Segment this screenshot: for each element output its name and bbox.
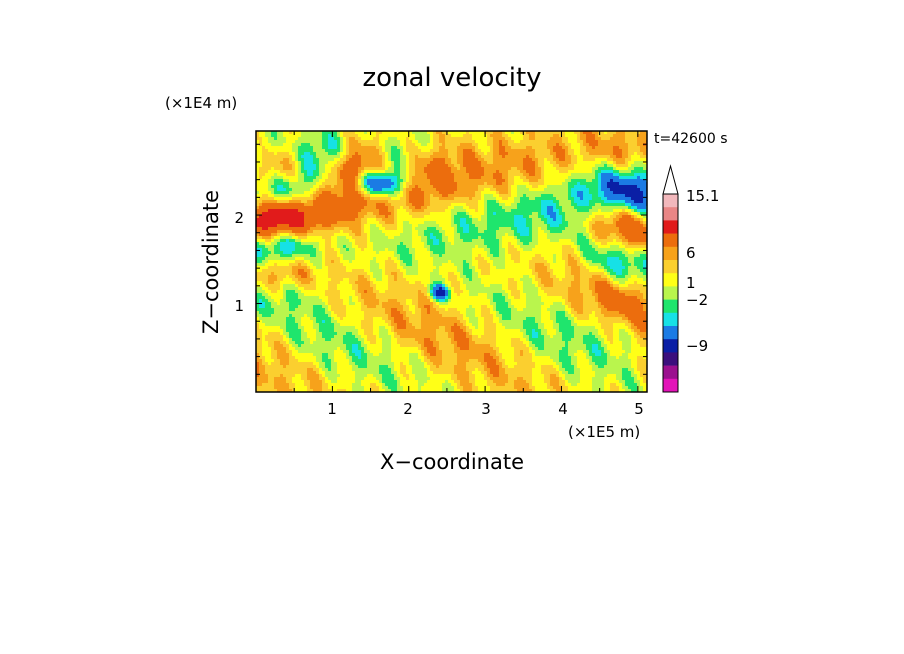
colorbar-swatch	[663, 260, 678, 274]
colorbar-swatch	[663, 194, 678, 208]
colorbar-label-4: −2	[686, 291, 708, 309]
colorbar-swatch	[663, 246, 678, 261]
colorbar-swatch	[663, 339, 678, 353]
x-axis-ticks	[293, 131, 639, 392]
colorbar-label-2: 6	[686, 244, 696, 262]
heatmap-field	[256, 131, 647, 392]
time-label: t=42600 s	[654, 131, 728, 147]
colorbar-swatch	[663, 220, 678, 234]
colorbar-swatch	[663, 286, 678, 300]
x-tick-label-3: 3	[481, 400, 491, 418]
colorbar-swatch	[663, 312, 678, 327]
colorbar-swatch	[663, 365, 678, 380]
plot-frame	[255, 130, 648, 393]
y-axis-ticks	[256, 143, 647, 375]
colorbar-label-1: 15.1	[686, 187, 719, 205]
colorbar	[662, 164, 679, 393]
y-tick-label-1: 1	[234, 297, 244, 315]
colorbar-swatch	[663, 233, 678, 248]
colorbar-frame	[662, 193, 679, 393]
colorbar-swatch	[663, 378, 678, 393]
y-axis-label: Z−coordinate	[199, 190, 223, 334]
x-tick-label-2: 2	[403, 400, 413, 418]
x-tick-label-5: 5	[634, 400, 644, 418]
colorbar-swatch	[663, 326, 678, 340]
y-unit-label: (×1E4 m)	[165, 94, 237, 112]
colorbar-label-3: 1	[686, 274, 696, 292]
colorbar-label-5: −9	[686, 337, 708, 355]
colorbar-swatch	[663, 352, 678, 366]
y-tick-label-2: 2	[234, 209, 244, 227]
x-unit-label: (×1E5 m)	[568, 423, 640, 441]
x-axis-label: X−coordinate	[380, 450, 524, 474]
colorbar-swatch	[663, 207, 678, 221]
chart-title: zonal velocity	[362, 63, 541, 93]
x-tick-label-1: 1	[327, 400, 337, 418]
colorbar-swatch	[663, 273, 678, 287]
x-tick-label-4: 4	[558, 400, 568, 418]
colorbar-extend-arrow	[662, 164, 679, 195]
colorbar-swatch	[663, 299, 678, 314]
